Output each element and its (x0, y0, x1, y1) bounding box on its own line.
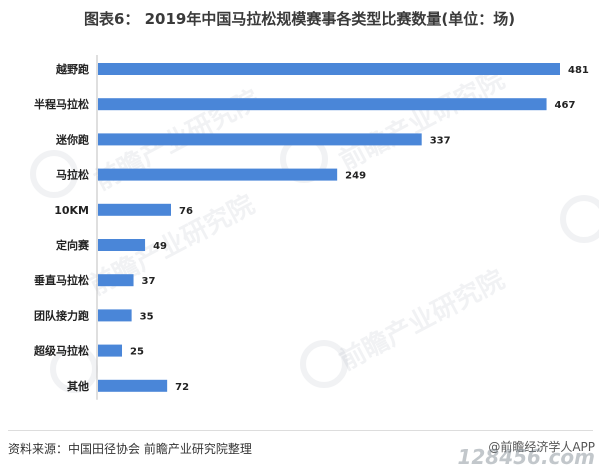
category-label: 越野跑 (55, 62, 89, 76)
source-note: 资料来源：中国田径协会 前瞻产业研究院整理 (8, 442, 252, 456)
category-label: 超级马拉松 (33, 344, 89, 358)
category-label: 垂直马拉松 (34, 273, 89, 287)
value-label: 467 (555, 100, 576, 111)
value-label: 35 (140, 311, 154, 322)
value-label: 481 (568, 65, 589, 76)
bar (98, 203, 171, 216)
value-label: 25 (130, 347, 144, 358)
bar (98, 133, 422, 146)
brand-credit: @前瞻经济学人APP (488, 440, 595, 454)
value-label: 49 (153, 241, 167, 252)
value-label: 76 (179, 206, 193, 217)
bar (98, 344, 123, 357)
category-label: 其他 (67, 379, 89, 393)
bar (98, 63, 560, 75)
category-label: 定向赛 (56, 238, 90, 252)
bar (98, 309, 132, 322)
category-label: 半程马拉松 (34, 97, 89, 111)
value-label: 37 (142, 276, 156, 287)
bar (98, 98, 547, 111)
category-label: 团队接力跑 (34, 308, 89, 322)
category-label: 迷你跑 (55, 132, 89, 146)
value-label: 72 (175, 382, 189, 393)
bar (98, 239, 146, 251)
footer-divider (8, 430, 593, 431)
chart-title: 图表6： 2019年中国马拉松规模赛事各类型比赛数量(单位：场) (83, 10, 516, 28)
category-label: 马拉松 (56, 168, 89, 182)
bar-chart: 越野跑 481 半程马拉松 467 迷你跑 337 马拉松 249 10KM 76 定向赛 49 垂直马… (33, 55, 589, 400)
value-label: 337 (430, 135, 451, 146)
bar (98, 379, 168, 392)
bar (98, 274, 134, 287)
value-label: 249 (345, 171, 366, 182)
bar (98, 168, 338, 181)
category-label: 10KM (54, 204, 89, 217)
